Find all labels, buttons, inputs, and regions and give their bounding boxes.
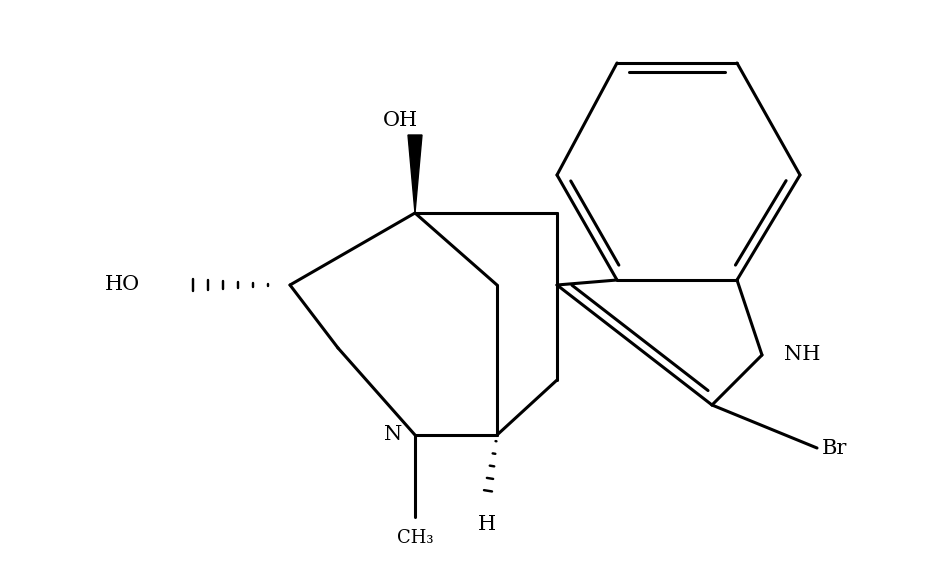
Text: HO: HO	[105, 275, 140, 294]
Text: H: H	[478, 515, 496, 534]
Text: CH₃: CH₃	[396, 529, 433, 547]
Text: OH: OH	[382, 111, 417, 130]
Text: NH: NH	[784, 346, 820, 364]
Polygon shape	[408, 135, 422, 213]
Text: Br: Br	[822, 438, 848, 457]
Text: N: N	[384, 425, 402, 445]
